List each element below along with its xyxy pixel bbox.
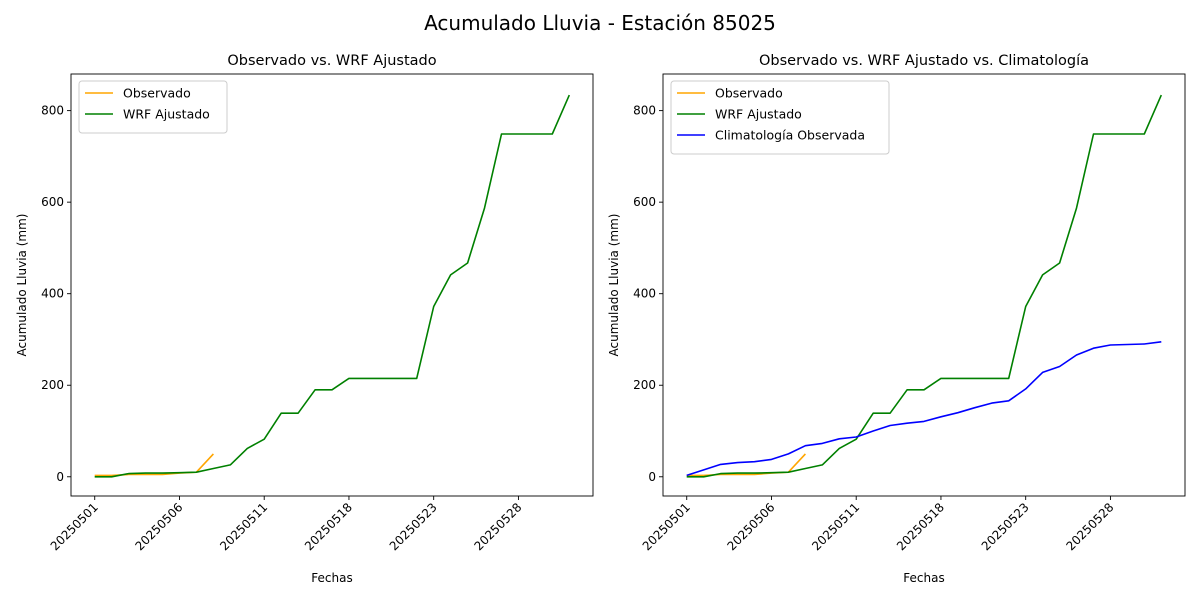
x-tick-label: 20250528 <box>1063 500 1116 553</box>
y-tick-label: 0 <box>648 470 656 484</box>
legend-box <box>78 80 228 134</box>
x-tick-label: 20250501 <box>48 500 101 553</box>
chart-1: 0 200 400 600 800 20250501 20250506 20250511 202… <box>15 53 594 585</box>
x-tick-label: 20250523 <box>387 500 440 553</box>
y-tick-label: 0 <box>56 470 64 484</box>
y-tick-label: 800 <box>633 104 656 118</box>
chart-title: Observado vs. WRF Ajustado vs. Climatolo… <box>759 53 1089 69</box>
x-tick-label: 20250523 <box>979 500 1032 553</box>
y-axis-label: Acumulado Lluvia (mm) <box>15 214 29 357</box>
legend-box <box>670 80 890 155</box>
series-line-climatolog-a-observada <box>686 341 1162 477</box>
x-axis-label: Fechas <box>311 571 352 585</box>
y-tick-label: 400 <box>633 287 656 301</box>
chart-title: Observado vs. WRF Ajustado <box>227 53 436 69</box>
legend-label: Observado <box>715 86 783 101</box>
series-line-wrf-ajustado <box>94 94 571 478</box>
x-axis-label: Fechas <box>903 571 944 585</box>
y-tick-label: 600 <box>41 195 64 209</box>
legend: Observado WRF Ajustado Climatología Observ… <box>670 80 890 155</box>
series-line-wrf-ajustado <box>686 94 1163 478</box>
legend-label: Observado <box>123 86 191 101</box>
chart-2: 0 200 400 600 800 20250501 20250506 20250511 202… <box>607 53 1186 585</box>
plot-area-frame <box>70 73 594 497</box>
x-tick-label: 20250518 <box>894 500 947 553</box>
x-tick-label: 20250511 <box>217 500 270 553</box>
plot-area-frame <box>662 73 1186 497</box>
x-tick-label: 20250518 <box>302 500 355 553</box>
x-tick-label: 20250528 <box>471 500 524 553</box>
y-tick-label: 600 <box>633 195 656 209</box>
y-tick-label: 200 <box>41 378 64 392</box>
legend: Observado WRF Ajustado <box>78 80 228 134</box>
y-tick-label: 200 <box>633 378 656 392</box>
figure-title: Acumulado Lluvia - Estación 85025 <box>424 11 776 35</box>
x-tick-label: 20250511 <box>809 500 862 553</box>
x-tick-label: 20250501 <box>640 500 693 553</box>
legend-label: WRF Ajustado <box>123 107 210 122</box>
y-tick-label: 400 <box>41 287 64 301</box>
y-axis-label: Acumulado Lluvia (mm) <box>607 214 621 357</box>
legend-label: WRF Ajustado <box>715 107 802 122</box>
x-tick-label: 20250506 <box>133 500 186 553</box>
y-tick-label: 800 <box>41 104 64 118</box>
x-tick-label: 20250506 <box>725 500 778 553</box>
legend-label: Climatología Observada <box>715 128 865 143</box>
